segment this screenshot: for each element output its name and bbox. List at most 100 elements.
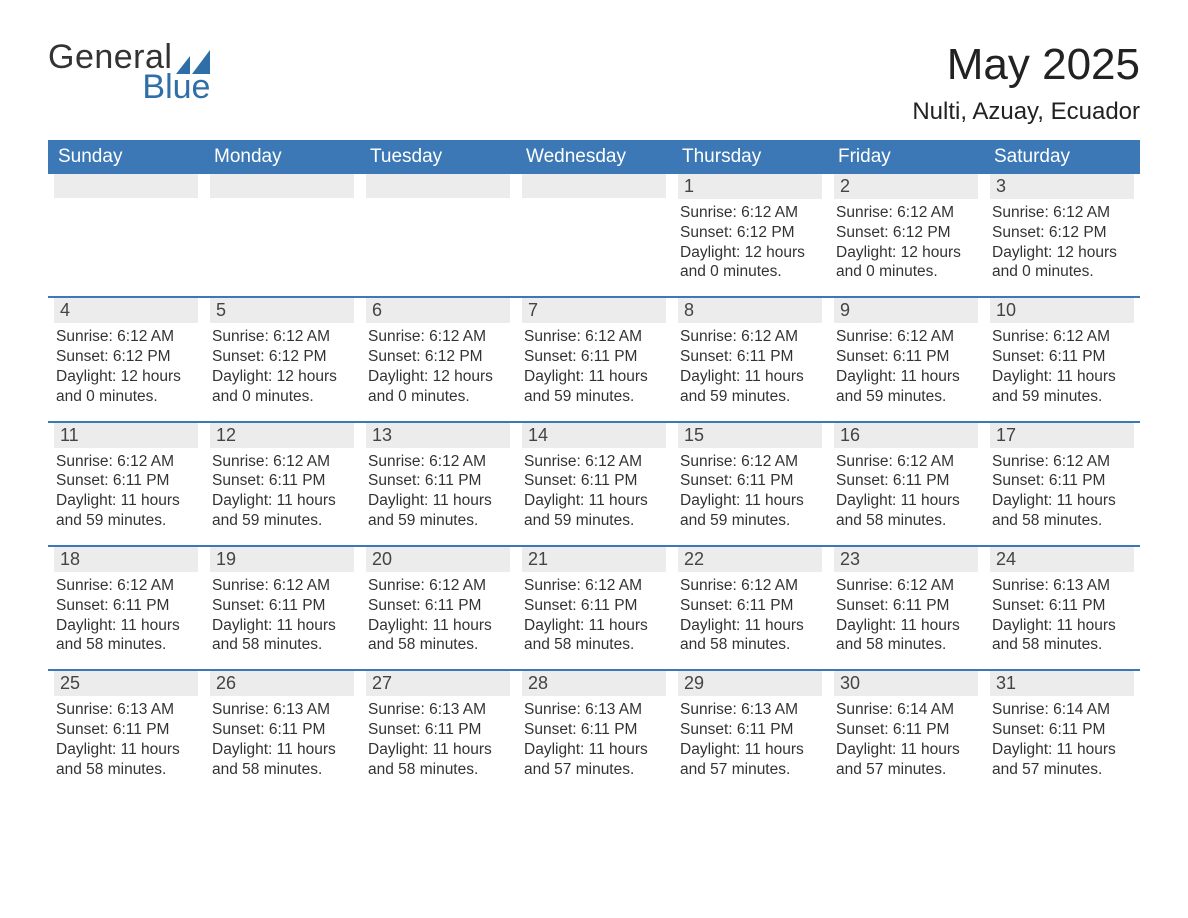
day-cell: 11Sunrise: 6:12 AMSunset: 6:11 PMDayligh… — [48, 423, 204, 531]
day-body: Sunrise: 6:13 AMSunset: 6:11 PMDaylight:… — [990, 572, 1134, 655]
day-body: Sunrise: 6:12 AMSunset: 6:11 PMDaylight:… — [678, 323, 822, 406]
day-number: 1 — [678, 174, 822, 199]
daylight-line: Daylight: 11 hours and 57 minutes. — [992, 740, 1132, 780]
dow-cell: Monday — [204, 140, 360, 174]
day-body: Sunrise: 6:12 AMSunset: 6:11 PMDaylight:… — [210, 448, 354, 531]
day-cell: 9Sunrise: 6:12 AMSunset: 6:11 PMDaylight… — [828, 298, 984, 406]
daylight-line: Daylight: 11 hours and 58 minutes. — [680, 616, 820, 656]
sunrise-line: Sunrise: 6:12 AM — [212, 327, 352, 347]
day-cell: 2Sunrise: 6:12 AMSunset: 6:12 PMDaylight… — [828, 174, 984, 282]
day-cell: 1Sunrise: 6:12 AMSunset: 6:12 PMDaylight… — [672, 174, 828, 282]
sunrise-line: Sunrise: 6:12 AM — [836, 452, 976, 472]
day-body: Sunrise: 6:12 AMSunset: 6:11 PMDaylight:… — [834, 323, 978, 406]
day-body — [210, 198, 354, 202]
day-number: 18 — [54, 547, 198, 572]
day-body: Sunrise: 6:12 AMSunset: 6:11 PMDaylight:… — [990, 448, 1134, 531]
sunset-line: Sunset: 6:12 PM — [992, 223, 1132, 243]
day-number: 8 — [678, 298, 822, 323]
day-body: Sunrise: 6:12 AMSunset: 6:11 PMDaylight:… — [54, 448, 198, 531]
sunset-line: Sunset: 6:11 PM — [524, 720, 664, 740]
day-cell: 15Sunrise: 6:12 AMSunset: 6:11 PMDayligh… — [672, 423, 828, 531]
day-cell: 18Sunrise: 6:12 AMSunset: 6:11 PMDayligh… — [48, 547, 204, 655]
day-body: Sunrise: 6:12 AMSunset: 6:11 PMDaylight:… — [366, 448, 510, 531]
day-cell: 4Sunrise: 6:12 AMSunset: 6:12 PMDaylight… — [48, 298, 204, 406]
sunrise-line: Sunrise: 6:13 AM — [680, 700, 820, 720]
daylight-line: Daylight: 11 hours and 58 minutes. — [56, 616, 196, 656]
sunset-line: Sunset: 6:12 PM — [836, 223, 976, 243]
sunrise-line: Sunrise: 6:12 AM — [212, 452, 352, 472]
day-number — [522, 174, 666, 198]
sunset-line: Sunset: 6:11 PM — [56, 596, 196, 616]
week-row: 1Sunrise: 6:12 AMSunset: 6:12 PMDaylight… — [48, 174, 1140, 282]
day-body: Sunrise: 6:12 AMSunset: 6:12 PMDaylight:… — [210, 323, 354, 406]
day-body: Sunrise: 6:12 AMSunset: 6:12 PMDaylight:… — [54, 323, 198, 406]
day-body: Sunrise: 6:12 AMSunset: 6:12 PMDaylight:… — [678, 199, 822, 282]
week-row: 25Sunrise: 6:13 AMSunset: 6:11 PMDayligh… — [48, 669, 1140, 779]
daylight-line: Daylight: 11 hours and 57 minutes. — [836, 740, 976, 780]
day-cell: 27Sunrise: 6:13 AMSunset: 6:11 PMDayligh… — [360, 671, 516, 779]
dow-cell: Sunday — [48, 140, 204, 174]
sunset-line: Sunset: 6:11 PM — [368, 720, 508, 740]
day-number: 13 — [366, 423, 510, 448]
location-subtitle: Nulti, Azuay, Ecuador — [912, 98, 1140, 126]
daylight-line: Daylight: 11 hours and 59 minutes. — [524, 367, 664, 407]
daylight-line: Daylight: 12 hours and 0 minutes. — [212, 367, 352, 407]
day-number: 29 — [678, 671, 822, 696]
day-number: 9 — [834, 298, 978, 323]
sunset-line: Sunset: 6:11 PM — [836, 347, 976, 367]
day-cell: 29Sunrise: 6:13 AMSunset: 6:11 PMDayligh… — [672, 671, 828, 779]
day-cell: 6Sunrise: 6:12 AMSunset: 6:12 PMDaylight… — [360, 298, 516, 406]
day-number: 25 — [54, 671, 198, 696]
sunrise-line: Sunrise: 6:12 AM — [524, 327, 664, 347]
day-cell: 23Sunrise: 6:12 AMSunset: 6:11 PMDayligh… — [828, 547, 984, 655]
day-number: 11 — [54, 423, 198, 448]
day-number: 30 — [834, 671, 978, 696]
sunset-line: Sunset: 6:12 PM — [212, 347, 352, 367]
daylight-line: Daylight: 11 hours and 57 minutes. — [524, 740, 664, 780]
daylight-line: Daylight: 11 hours and 58 minutes. — [368, 616, 508, 656]
day-number: 23 — [834, 547, 978, 572]
daylight-line: Daylight: 11 hours and 59 minutes. — [992, 367, 1132, 407]
daylight-line: Daylight: 12 hours and 0 minutes. — [368, 367, 508, 407]
sunrise-line: Sunrise: 6:12 AM — [680, 327, 820, 347]
day-cell: 20Sunrise: 6:12 AMSunset: 6:11 PMDayligh… — [360, 547, 516, 655]
day-number: 2 — [834, 174, 978, 199]
day-body: Sunrise: 6:12 AMSunset: 6:11 PMDaylight:… — [522, 572, 666, 655]
sunrise-line: Sunrise: 6:12 AM — [680, 203, 820, 223]
sunrise-line: Sunrise: 6:13 AM — [56, 700, 196, 720]
sunset-line: Sunset: 6:11 PM — [368, 596, 508, 616]
daylight-line: Daylight: 11 hours and 58 minutes. — [212, 740, 352, 780]
day-cell — [48, 174, 204, 282]
dow-cell: Friday — [828, 140, 984, 174]
sunrise-line: Sunrise: 6:12 AM — [680, 452, 820, 472]
day-body: Sunrise: 6:12 AMSunset: 6:11 PMDaylight:… — [834, 572, 978, 655]
day-body: Sunrise: 6:12 AMSunset: 6:11 PMDaylight:… — [678, 448, 822, 531]
daylight-line: Daylight: 11 hours and 58 minutes. — [524, 616, 664, 656]
day-body: Sunrise: 6:12 AMSunset: 6:11 PMDaylight:… — [522, 323, 666, 406]
day-cell: 19Sunrise: 6:12 AMSunset: 6:11 PMDayligh… — [204, 547, 360, 655]
sunrise-line: Sunrise: 6:12 AM — [836, 203, 976, 223]
daylight-line: Daylight: 11 hours and 58 minutes. — [368, 740, 508, 780]
sunset-line: Sunset: 6:12 PM — [368, 347, 508, 367]
daylight-line: Daylight: 11 hours and 59 minutes. — [680, 491, 820, 531]
dow-cell: Tuesday — [360, 140, 516, 174]
day-cell — [516, 174, 672, 282]
daylight-line: Daylight: 11 hours and 59 minutes. — [212, 491, 352, 531]
day-body: Sunrise: 6:13 AMSunset: 6:11 PMDaylight:… — [210, 696, 354, 779]
sunrise-line: Sunrise: 6:12 AM — [680, 576, 820, 596]
day-number: 5 — [210, 298, 354, 323]
day-cell: 25Sunrise: 6:13 AMSunset: 6:11 PMDayligh… — [48, 671, 204, 779]
day-body — [366, 198, 510, 202]
day-number: 20 — [366, 547, 510, 572]
day-cell: 16Sunrise: 6:12 AMSunset: 6:11 PMDayligh… — [828, 423, 984, 531]
day-number: 7 — [522, 298, 666, 323]
day-number: 12 — [210, 423, 354, 448]
day-body: Sunrise: 6:12 AMSunset: 6:12 PMDaylight:… — [990, 199, 1134, 282]
sunrise-line: Sunrise: 6:12 AM — [56, 327, 196, 347]
brand-logo: General Blue — [48, 40, 210, 104]
day-body: Sunrise: 6:12 AMSunset: 6:11 PMDaylight:… — [834, 448, 978, 531]
day-cell — [204, 174, 360, 282]
day-body: Sunrise: 6:12 AMSunset: 6:11 PMDaylight:… — [990, 323, 1134, 406]
day-cell: 3Sunrise: 6:12 AMSunset: 6:12 PMDaylight… — [984, 174, 1140, 282]
day-cell — [360, 174, 516, 282]
